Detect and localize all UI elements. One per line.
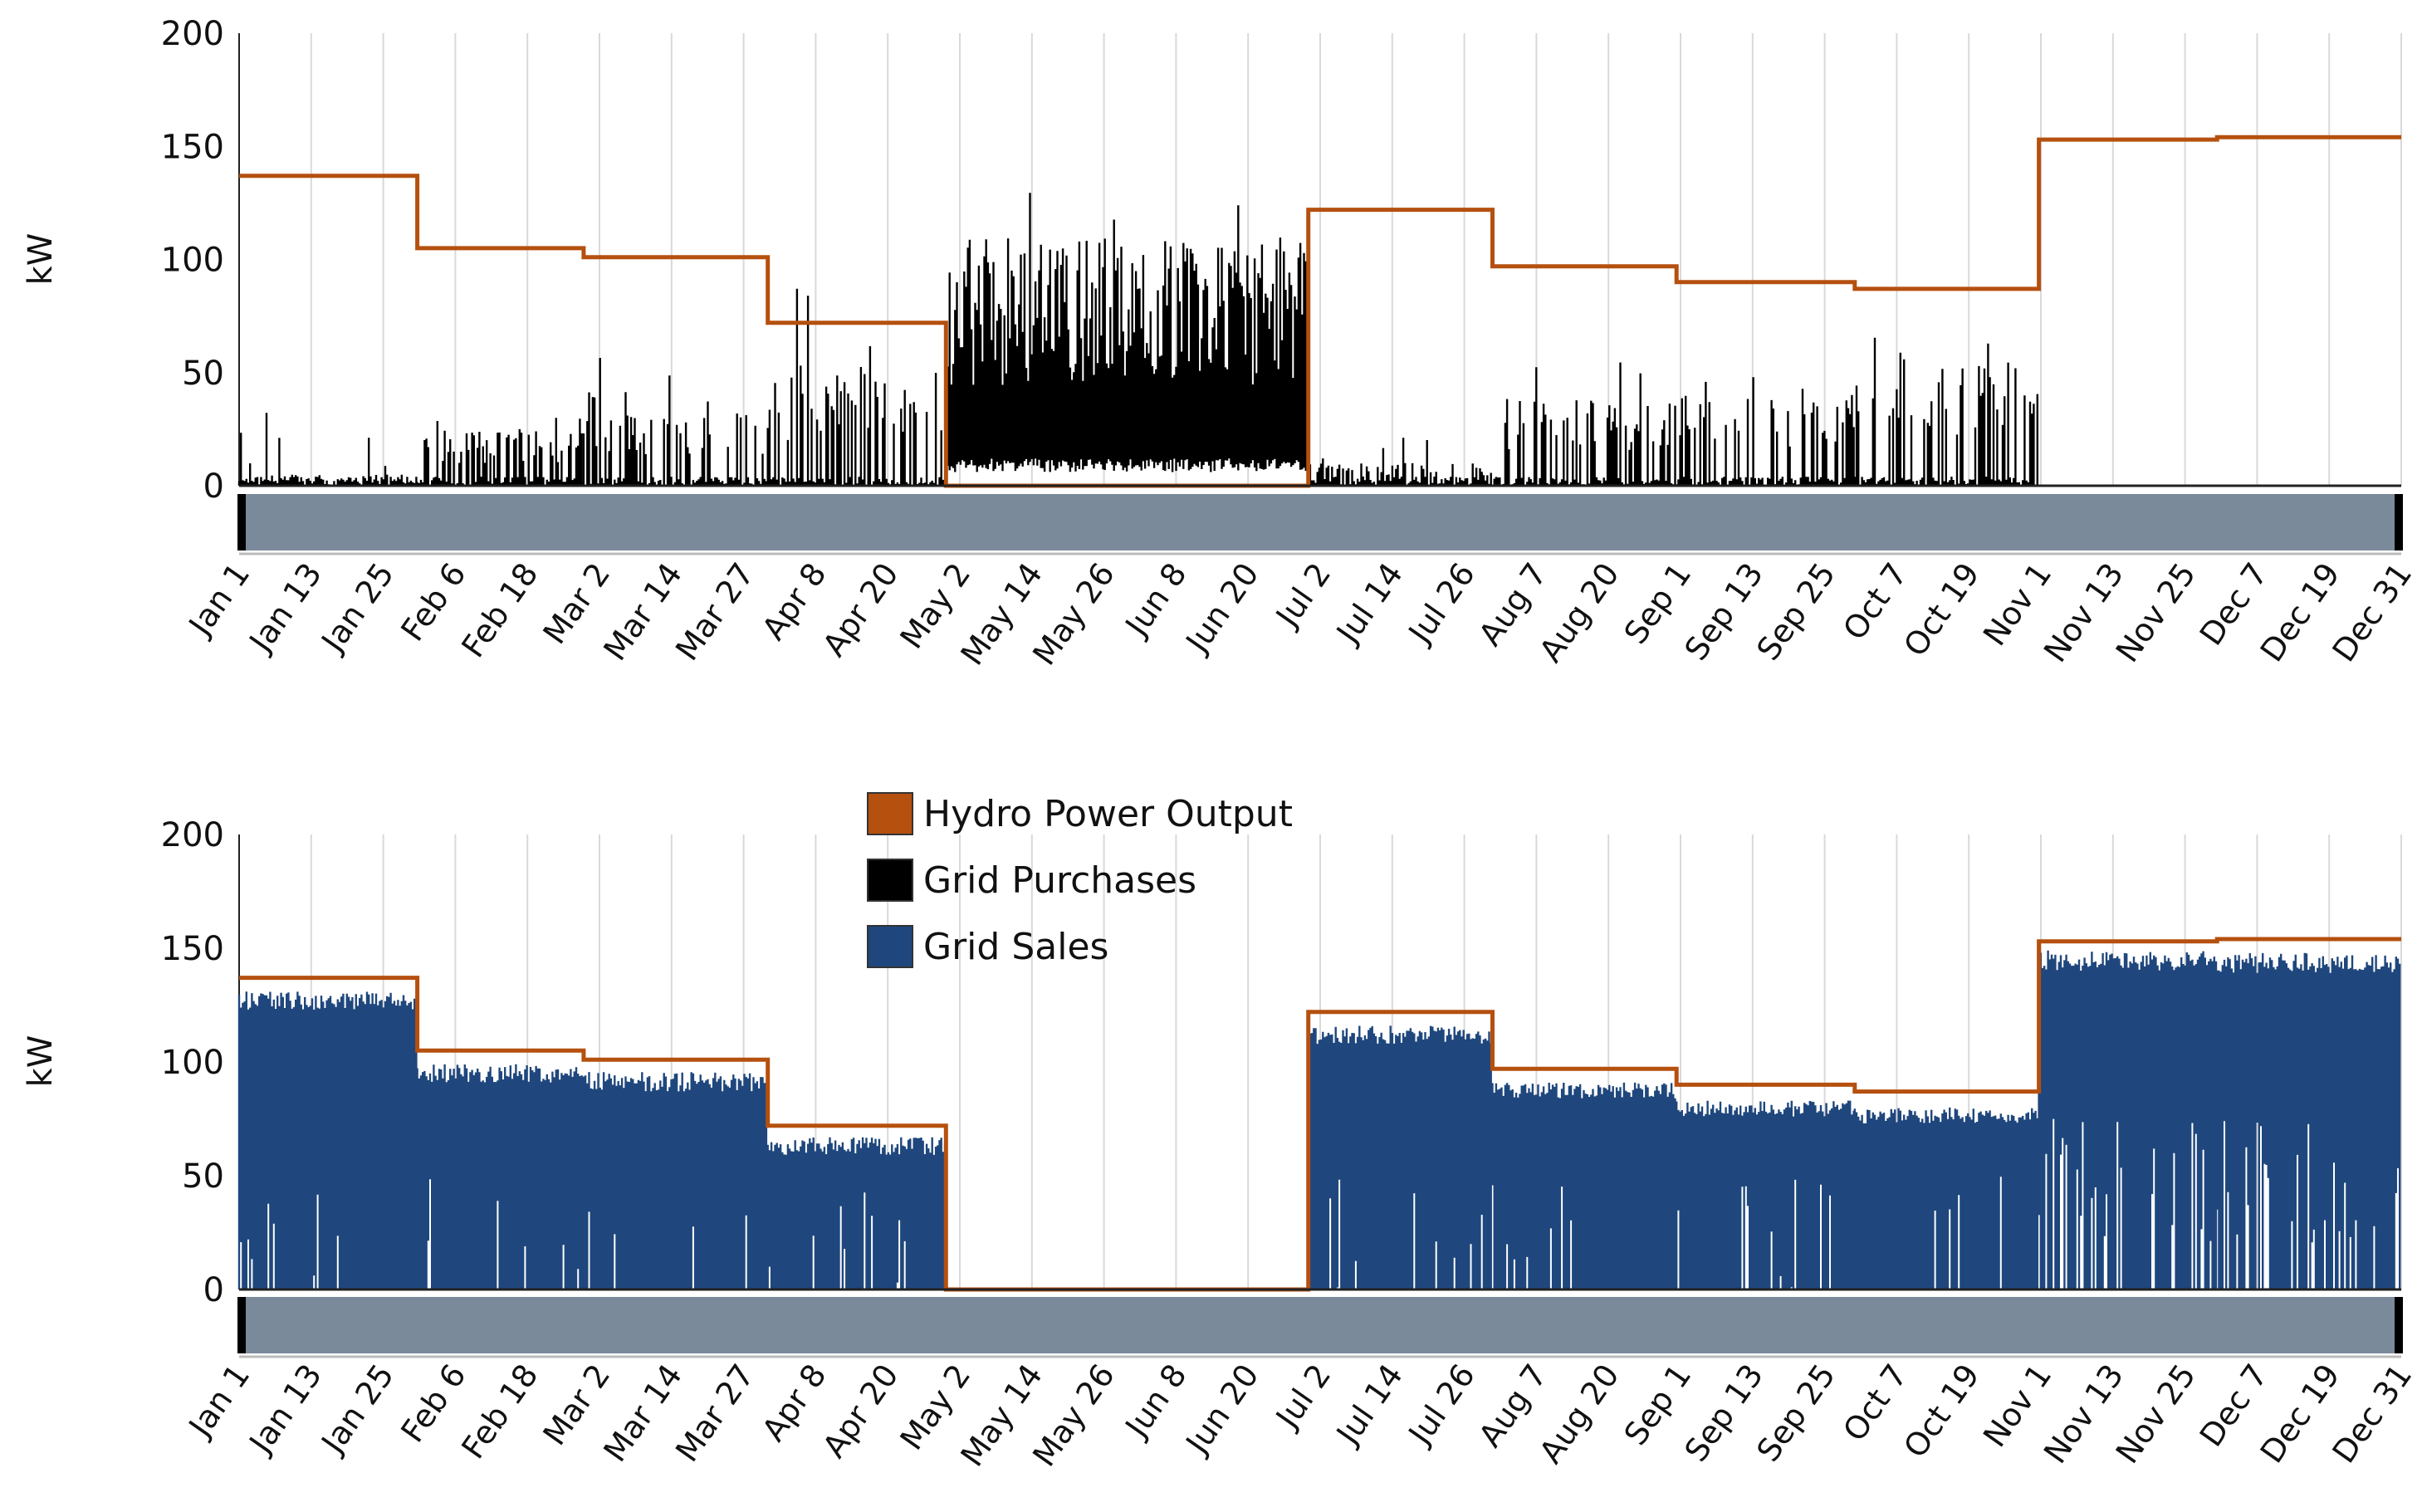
bottom-y-tick-label: 150 <box>161 930 224 968</box>
top-x-tick-label: Jan 13 <box>242 556 329 659</box>
top-x-tick-label: Oct 19 <box>1896 556 1986 663</box>
bottom-x-tick-label: Jan 25 <box>314 1358 401 1461</box>
top-scrollbar-right-handle[interactable] <box>2395 494 2403 550</box>
legend-swatch-sales <box>867 925 913 968</box>
legend-label-sales: Grid Sales <box>923 926 1108 968</box>
top-x-tick-label: Jun 20 <box>1178 556 1266 660</box>
legend-label-hydro: Hydro Power Output <box>923 793 1293 835</box>
legend-item-sales[interactable]: Grid Sales <box>867 925 1108 968</box>
bottom-x-tick-label: Oct 19 <box>1896 1358 1986 1465</box>
bottom-x-tick-label: Apr 20 <box>815 1358 905 1465</box>
top-hydro-output-line <box>239 135 2401 488</box>
legend: Hydro Power Output Grid Purchases Grid S… <box>867 792 1293 968</box>
legend-swatch-hydro <box>867 792 913 835</box>
bottom-band-segment <box>1491 1082 1676 1289</box>
top-y-axis-label: kW <box>22 233 60 286</box>
bottom-x-tick-label: Jul 2 <box>1268 1358 1338 1436</box>
bottom-x-tick-label: Jan 1 <box>181 1358 257 1445</box>
bottom-scrollbar-right-handle[interactable] <box>2395 1297 2403 1353</box>
bottom-x-tick-label: Jun 8 <box>1118 1358 1194 1445</box>
top-x-tick-label: Jan 25 <box>314 556 401 659</box>
bottom-band-segment <box>416 1064 585 1289</box>
bottom-y-axis-label: kW <box>22 1035 60 1088</box>
top-band-segment <box>237 413 418 486</box>
legend-swatch-purchases <box>867 859 913 902</box>
bottom-hydro-output-line <box>239 937 2401 1292</box>
bottom-y-tick-label: 0 <box>203 1271 224 1309</box>
top-range-scrollbar[interactable] <box>239 494 2401 550</box>
legend-item-hydro[interactable]: Hydro Power Output <box>867 792 1293 835</box>
bottom-x-tick-label: Jul 26 <box>1401 1358 1482 1452</box>
bottom-band-segment <box>2216 952 2401 1289</box>
bottom-y-tick-label: 200 <box>161 816 224 854</box>
top-band-segment <box>1853 337 2038 486</box>
top-y-tick-label: 100 <box>161 242 224 280</box>
top-x-tick-label: Jul 14 <box>1328 556 1410 651</box>
bottom-band-segment <box>1307 1025 1492 1289</box>
legend-label-purchases: Grid Purchases <box>923 859 1196 902</box>
bottom-scrollbar-left-handle[interactable] <box>237 1297 246 1353</box>
bottom-x-tick-label: Feb 18 <box>454 1358 545 1466</box>
bottom-band-segment <box>582 1072 768 1289</box>
top-band-segment <box>416 418 585 486</box>
top-y-tick-label: 200 <box>161 15 224 53</box>
top-band-segment <box>766 288 947 486</box>
top-x-tick-label: Jan 1 <box>181 556 257 643</box>
bottom-y-tick-label: 100 <box>161 1044 224 1082</box>
top-scrollbar-left-handle[interactable] <box>237 494 246 550</box>
top-y-tick-label: 50 <box>182 355 224 393</box>
legend-item-purchases[interactable]: Grid Purchases <box>867 859 1196 902</box>
top-x-tick-label: Apr 20 <box>815 556 905 663</box>
bottom-y-tick-label: 50 <box>182 1157 224 1196</box>
bottom-band-segment <box>766 1137 947 1289</box>
bottom-band-segment <box>237 991 418 1289</box>
top-band-segment <box>945 193 1309 472</box>
top-x-tick-label: Jul 26 <box>1401 556 1482 651</box>
top-band-segment <box>1676 377 1855 486</box>
top-series-grid-purchases <box>237 193 2038 486</box>
top-y-tick-label: 150 <box>161 128 224 166</box>
top-x-tick-label: Jun 8 <box>1118 556 1194 643</box>
bottom-band-segment <box>2038 950 2218 1289</box>
top-band-segment <box>1491 362 1676 486</box>
bottom-range-scrollbar[interactable] <box>239 1297 2401 1353</box>
bottom-band-segment <box>1853 1107 2038 1289</box>
top-y-tick-label: 0 <box>203 467 224 506</box>
bottom-x-tick-label: Jan 13 <box>242 1358 329 1461</box>
top-band-segment <box>582 358 768 486</box>
bottom-band-segment <box>1676 1100 1855 1289</box>
bottom-x-tick-label: Jul 14 <box>1328 1358 1410 1452</box>
top-x-tick-label: Jul 2 <box>1268 556 1338 634</box>
top-x-tick-label: Feb 18 <box>454 556 545 664</box>
bottom-x-tick-label: Jun 20 <box>1178 1358 1266 1461</box>
